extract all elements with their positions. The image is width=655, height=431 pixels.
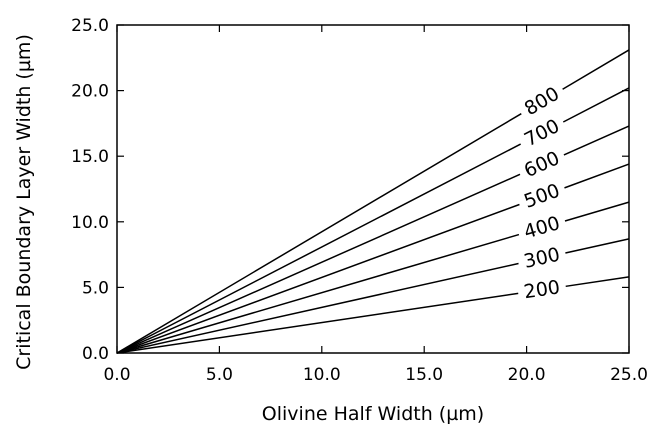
series-label-500: 500	[521, 180, 563, 213]
series-segment	[565, 276, 630, 288]
series-label-600: 600	[521, 147, 563, 182]
y-axis-label: Critical Boundary Layer Width (µm)	[13, 34, 35, 370]
series-label-400: 400	[521, 212, 562, 243]
series-lines	[116, 49, 630, 354]
y-tick-label: 5.0	[82, 278, 109, 298]
x-tick-label: 25.0	[610, 365, 648, 385]
x-tick-label: 10.0	[303, 365, 341, 385]
x-tick-label: 0.0	[103, 365, 130, 385]
y-tick-label: 0.0	[82, 344, 109, 364]
series-segment	[116, 233, 520, 354]
x-axis-label: Olivine Half Width (µm)	[262, 403, 484, 425]
series-segment	[116, 262, 519, 354]
x-tick-label: 20.0	[508, 365, 546, 385]
series-label-700: 700	[521, 115, 563, 151]
series-line-500	[116, 163, 630, 354]
y-tick-label: 20.0	[71, 82, 109, 102]
series-line-400	[116, 201, 630, 354]
series-line-300	[116, 238, 630, 354]
y-tick-label: 10.0	[71, 213, 109, 233]
series-segment	[116, 173, 521, 354]
x-tick-label: 5.0	[206, 365, 233, 385]
plot-frame	[116, 24, 630, 354]
series-segment	[116, 203, 520, 354]
series-segment	[565, 238, 630, 254]
series-segment	[116, 292, 519, 354]
series-segment	[564, 163, 630, 189]
series-segment	[564, 201, 630, 222]
y-tick-label: 15.0	[71, 147, 109, 167]
series-line-600	[116, 125, 630, 354]
series-segment	[562, 87, 630, 123]
series-line-800	[116, 49, 630, 354]
series-segment	[116, 143, 521, 354]
series-label-800: 800	[521, 83, 563, 120]
series-segment	[116, 113, 522, 354]
x-tick-label: 15.0	[405, 365, 443, 385]
axes: 0.0 5.0 10.0 15.0 20.0 25.0 0.0 5.0 10.0 15.0 20.0…	[71, 16, 648, 385]
series-line-700	[116, 87, 630, 354]
series-label-300: 300	[522, 244, 562, 273]
y-tick-label: 25.0	[71, 16, 109, 36]
series-segment	[563, 125, 630, 156]
series-line-200	[116, 276, 630, 354]
series-segment	[562, 49, 630, 90]
series-label-200: 200	[522, 276, 561, 303]
